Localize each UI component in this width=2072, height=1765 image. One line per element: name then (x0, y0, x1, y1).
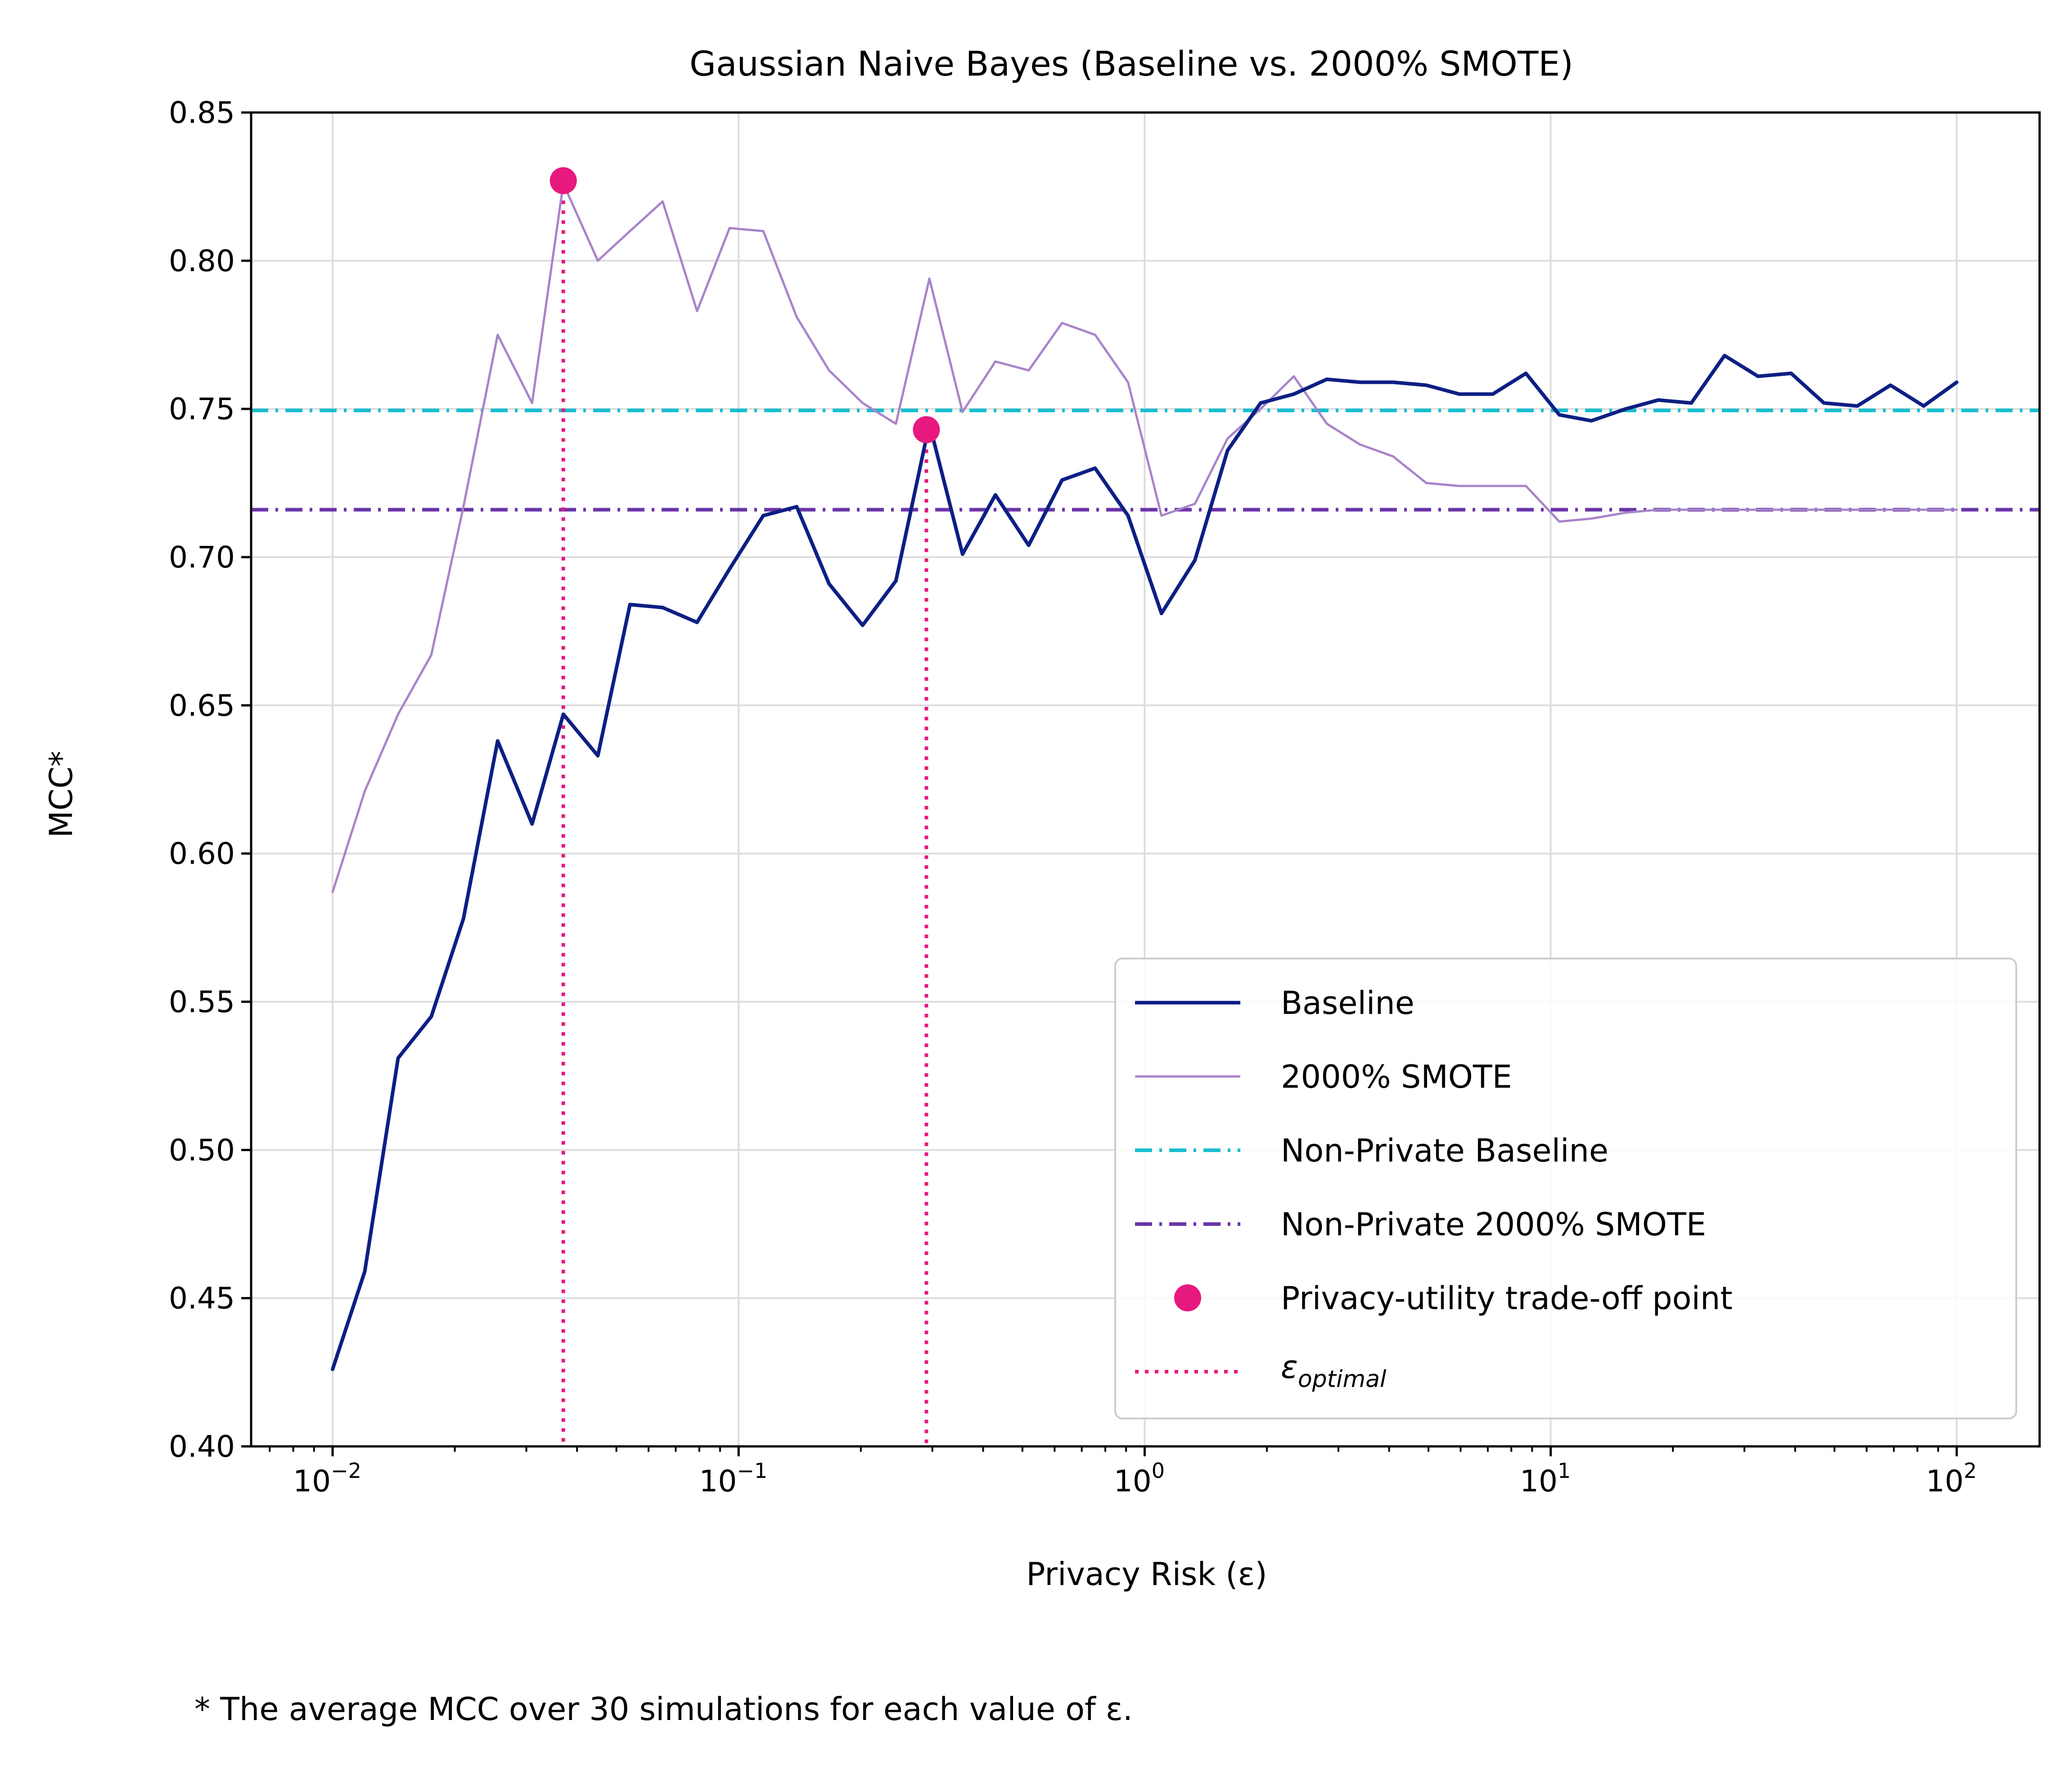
y-tick-label: 0.80 (169, 243, 235, 278)
x-tick-exponent: −2 (331, 1459, 361, 1483)
tradeoff-point (913, 416, 940, 443)
x-tick-exponent: −1 (737, 1459, 767, 1483)
legend-box (1114, 958, 2017, 1419)
x-tick-label: 102 (1926, 1459, 1977, 1499)
x-tick-base: 10 (1114, 1464, 1152, 1499)
x-tick-exponent: 1 (1558, 1459, 1571, 1483)
x-tick-label: 10−2 (293, 1459, 361, 1499)
x-tick-exponent: 2 (1964, 1459, 1977, 1483)
y-tick-label: 0.85 (169, 95, 235, 130)
x-tick-exponent: 0 (1152, 1459, 1165, 1483)
y-tick-label: 0.75 (169, 392, 235, 427)
reference-lines (251, 408, 2040, 512)
epsilon-optimal-lines (561, 180, 928, 1446)
legend-label: εoptimal (1281, 1349, 1387, 1393)
y-tick-label: 0.60 (169, 837, 235, 871)
x-tick-label: 100 (1114, 1459, 1165, 1499)
y-axis-label: MCC* (43, 751, 80, 837)
legend-label: 2000% SMOTE (1281, 1058, 1512, 1095)
x-axis-label: Privacy Risk (ε) (1026, 1556, 1267, 1593)
x-tick-base: 10 (1520, 1464, 1558, 1499)
chart-title: Gaussian Naive Bayes (Baseline vs. 2000%… (689, 44, 1573, 84)
legend-label: Non-Private Baseline (1281, 1132, 1608, 1169)
series-line-baseline (331, 354, 1959, 1371)
y-tick-label: 0.50 (169, 1133, 235, 1167)
legend-swatch-marker (1174, 1284, 1201, 1311)
y-tick-label: 0.70 (169, 540, 235, 575)
legend: Baseline 2000% SMOTE Non-Private Baseline N… (1114, 958, 2017, 1419)
x-tick-base: 10 (699, 1464, 737, 1499)
tradeoff-point (550, 167, 577, 194)
y-tick-label: 0.55 (169, 985, 235, 1019)
legend-label: Privacy-utility trade-off point (1281, 1280, 1733, 1317)
epsilon-subscript: optimal (1298, 1366, 1387, 1393)
tradeoff-points (550, 167, 940, 443)
legend-label: Baseline (1281, 985, 1414, 1022)
x-tick-base: 10 (293, 1464, 331, 1499)
axis-ticks: 0.40 0.45 0.50 0.55 0.60 0.65 0.70 0.75 0.80 0.85… (169, 95, 1977, 1499)
y-tick-label: 0.65 (169, 688, 235, 723)
epsilon-symbol: ε (1281, 1349, 1298, 1386)
legend-label: Non-Private 2000% SMOTE (1281, 1206, 1706, 1243)
x-tick-label: 101 (1520, 1459, 1571, 1499)
y-tick-label: 0.45 (169, 1281, 235, 1316)
series-line-smote (331, 182, 1958, 893)
x-tick-label: 10−1 (699, 1459, 767, 1499)
y-tick-label: 0.40 (169, 1429, 235, 1464)
footnote: * The average MCC over 30 simulations fo… (194, 1691, 1133, 1728)
x-tick-base: 10 (1926, 1464, 1964, 1499)
series-lines (331, 182, 1959, 1371)
